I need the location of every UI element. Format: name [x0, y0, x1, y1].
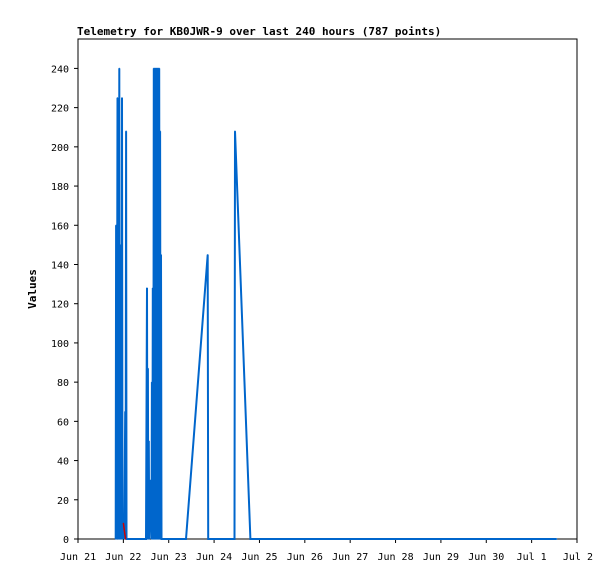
data-point: [115, 224, 117, 226]
data-point: [120, 538, 122, 540]
data-point: [117, 538, 119, 540]
data-point: [120, 244, 122, 246]
x-tick-label: Jun 26: [287, 552, 323, 563]
data-point: [116, 381, 118, 383]
y-tick-label: 0: [63, 535, 69, 546]
data-point: [159, 538, 161, 540]
x-tick-label: Jun 28: [377, 552, 413, 563]
data-point: [119, 254, 121, 256]
data-point: [118, 538, 120, 540]
data-point: [185, 538, 187, 540]
data-point: [158, 538, 160, 540]
x-tick-label: Jun 29: [423, 552, 459, 563]
y-tick-label: 120: [51, 300, 69, 311]
x-tick-label: Jun 24: [196, 552, 232, 563]
data-point: [118, 67, 120, 70]
x-tick-label: Jun 22: [105, 552, 141, 563]
x-tick-label: Jun 27: [332, 552, 368, 563]
data-point: [117, 130, 119, 132]
data-point: [116, 97, 119, 99]
x-axis-ticks: Jun 21 Jun 22 Jun 23 Jun 24 Jun 25 Jun 26 Jun …: [60, 539, 593, 563]
y-tick-label: 40: [57, 457, 69, 468]
data-point: [207, 538, 209, 540]
data-point: [159, 538, 162, 540]
data-point: [157, 67, 159, 70]
data-point: [157, 538, 159, 540]
series-layer: [114, 67, 558, 540]
y-tick-label: 80: [57, 378, 69, 389]
data-point: [146, 538, 149, 540]
x-tick-label: Jul 2: [563, 552, 593, 563]
data-point: [555, 538, 558, 540]
data-point: [154, 67, 156, 70]
data-point: [153, 538, 155, 540]
data-point: [155, 538, 157, 540]
data-point: [159, 130, 161, 132]
data-point: [124, 410, 126, 413]
series-line-0: [114, 68, 557, 540]
data-point: [125, 130, 127, 132]
x-tick-label: Jun 23: [151, 552, 187, 563]
data-point: [123, 538, 125, 540]
data-point: [152, 538, 154, 540]
data-point: [234, 130, 236, 132]
y-tick-label: 240: [51, 64, 69, 75]
data-point: [152, 287, 154, 289]
data-point: [151, 381, 153, 383]
x-tick-label: Jun 21: [60, 552, 96, 563]
x-tick-label: Jun 25: [241, 552, 277, 563]
data-point: [146, 287, 148, 289]
data-point: [115, 538, 117, 540]
data-point: [145, 538, 147, 540]
y-tick-label: 200: [51, 143, 69, 154]
data-point: [160, 538, 163, 540]
data-point: [147, 367, 149, 370]
y-axis-ticks: 0 20 40 60 80 100 120 140 160 180 200 220 240: [51, 64, 78, 546]
data-point: [156, 538, 158, 540]
data-point: [233, 538, 236, 540]
data-point: [148, 538, 150, 540]
x-tick-label: Jun 30: [468, 552, 504, 563]
y-tick-label: 60: [57, 417, 69, 428]
data-point: [149, 479, 152, 481]
data-point: [119, 538, 121, 540]
data-point: [125, 538, 127, 540]
data-point: [121, 97, 123, 99]
y-tick-label: 20: [57, 496, 69, 507]
data-point: [147, 538, 149, 540]
data-point: [207, 254, 209, 256]
data-point: [120, 538, 123, 540]
data-point: [115, 538, 118, 540]
data-point: [121, 538, 124, 540]
y-tick-label: 220: [51, 104, 69, 115]
data-point: [150, 538, 153, 540]
data-point: [153, 67, 155, 70]
y-tick-label: 100: [51, 339, 69, 350]
data-point: [156, 67, 158, 70]
data-point: [124, 532, 126, 534]
chart-title: Telemetry for KB0JWR-9 over last 240 hou…: [77, 25, 441, 38]
data-point: [158, 67, 160, 70]
y-tick-label: 140: [51, 260, 69, 271]
y-axis-label: Values: [26, 269, 39, 309]
data-point: [151, 538, 153, 540]
y-tick-label: 160: [51, 221, 69, 232]
data-point: [155, 67, 158, 70]
y-tick-label: 180: [51, 182, 69, 193]
data-point: [249, 538, 251, 540]
data-point: [160, 254, 162, 256]
data-point: [148, 440, 150, 442]
x-tick-label: Jul 1: [517, 552, 547, 563]
data-point: [154, 67, 157, 70]
data-point: [154, 538, 156, 540]
data-point: [122, 522, 124, 524]
